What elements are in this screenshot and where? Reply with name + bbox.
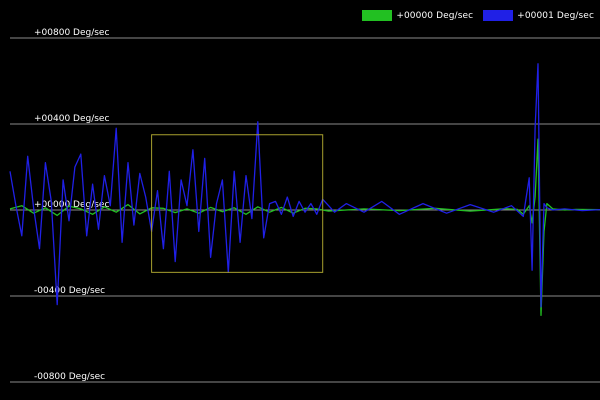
y-tick-label: -00800 Deg/sec [34, 372, 105, 382]
series-lines [9, 63, 600, 317]
gridlines [10, 37, 600, 383]
legend-label: +00001 Deg/sec [517, 10, 594, 21]
overlay [151, 134, 324, 273]
legend-item-series-1[interactable]: +00001 Deg/sec [483, 10, 594, 21]
y-tick-label: +00400 Deg/sec [34, 114, 109, 124]
y-tick-label: -00400 Deg/sec [34, 286, 105, 296]
y-tick-label: +00000 Deg/sec [34, 200, 109, 210]
series-line-0 [9, 138, 600, 317]
selection-box[interactable] [151, 134, 324, 273]
series-line-1 [9, 63, 600, 308]
y-tick-label: +00800 Deg/sec [34, 28, 109, 38]
legend-swatch-green [362, 10, 393, 21]
legend-label: +00000 Deg/sec [396, 10, 474, 21]
legend-item-series-0[interactable]: +00000 Deg/sec [362, 10, 473, 21]
legend-swatch-blue [483, 10, 514, 21]
legend: +00000 Deg/sec +00001 Deg/sec [362, 10, 594, 21]
y-tick-labels: +00800 Deg/sec +00400 Deg/sec +00000 Deg/s… [34, 28, 109, 382]
